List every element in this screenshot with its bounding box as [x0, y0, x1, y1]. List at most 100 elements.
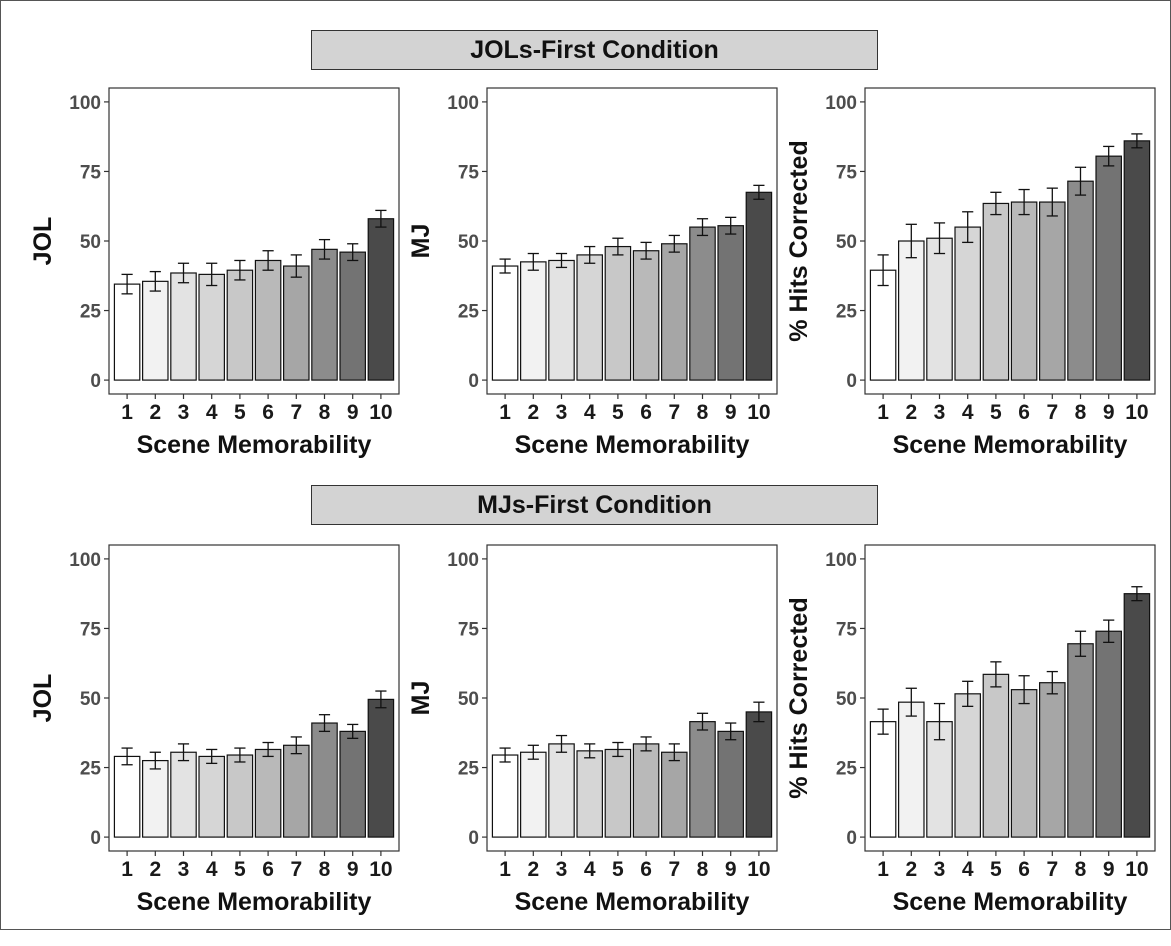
y-tick-label: 0 [846, 371, 857, 392]
x-tick-label: 6 [640, 858, 652, 881]
y-tick-label: 100 [69, 93, 101, 114]
bar [661, 751, 688, 838]
bar [1123, 140, 1151, 381]
x-tick-label: 5 [234, 858, 246, 881]
bar-chart-panel-1: 0 25 50 75 100 1 2 3 4 5 6 7 8 9 10 Scene Memorability J… [29, 87, 400, 459]
bar [954, 226, 981, 381]
x-tick-label: 1 [499, 858, 511, 881]
x-tick-label: 8 [697, 858, 709, 881]
bar [254, 748, 282, 838]
x-axis-title: Scene Memorability [515, 431, 750, 459]
x-tick-label: 3 [556, 858, 568, 881]
x-tick-label: 1 [499, 401, 511, 424]
bar [113, 755, 141, 838]
bar [226, 754, 254, 838]
bar-chart-panel-4: 0 25 50 75 100 1 2 3 4 5 6 7 8 9 10 Scene Memorability J… [29, 544, 400, 916]
y-axis-title: JOL [29, 674, 57, 723]
x-axis-title: Scene Memorability [893, 431, 1128, 459]
y-tick-label: 75 [80, 619, 102, 640]
bar [254, 259, 282, 381]
x-tick-label: 7 [1046, 401, 1058, 424]
bar [170, 272, 197, 381]
bar [661, 243, 688, 381]
bar [491, 265, 519, 381]
x-tick-label: 5 [612, 858, 624, 881]
x-tick-label: 3 [178, 858, 190, 881]
bar [198, 755, 225, 838]
x-tick-label: 5 [990, 401, 1002, 424]
y-tick-label: 75 [458, 162, 480, 183]
bar [1067, 180, 1094, 381]
bar-chart-panel-2: 0 25 50 75 100 1 2 3 4 5 6 7 8 9 10 Scene Memorability M… [407, 87, 778, 459]
bar [604, 748, 632, 838]
y-tick-label: 0 [90, 371, 101, 392]
bar [142, 280, 169, 381]
bar [491, 754, 519, 838]
x-tick-label: 5 [234, 401, 246, 424]
y-tick-label: 100 [447, 550, 479, 571]
x-tick-label: 9 [1103, 401, 1115, 424]
bar [926, 237, 953, 381]
y-tick-label: 75 [836, 162, 858, 183]
x-tick-label: 4 [206, 401, 218, 424]
x-tick-label: 10 [369, 858, 392, 881]
y-tick-label: 0 [468, 828, 479, 849]
x-tick-label: 7 [668, 401, 680, 424]
x-tick-label: 2 [149, 401, 161, 424]
y-axis-title: JOL [29, 217, 57, 266]
x-tick-label: 5 [612, 401, 624, 424]
x-tick-label: 7 [1046, 858, 1058, 881]
bar [113, 283, 141, 381]
y-tick-label: 0 [846, 828, 857, 849]
bar [1067, 643, 1094, 838]
bar [520, 261, 547, 381]
bar [982, 673, 1010, 838]
x-tick-label: 4 [206, 858, 218, 881]
bar [717, 225, 744, 381]
x-tick-label: 3 [178, 401, 190, 424]
x-tick-label: 1 [877, 858, 889, 881]
bar [548, 743, 575, 838]
y-tick-label: 50 [836, 232, 857, 253]
bar [1095, 630, 1122, 838]
bar [339, 730, 366, 838]
x-tick-label: 6 [640, 401, 652, 424]
x-tick-label: 2 [905, 401, 917, 424]
bar [576, 750, 603, 838]
bar [745, 191, 773, 381]
y-tick-label: 50 [458, 232, 479, 253]
x-tick-label: 2 [149, 858, 161, 881]
y-tick-label: 25 [80, 302, 102, 323]
y-tick-label: 100 [825, 550, 857, 571]
bar [283, 265, 310, 381]
x-tick-label: 6 [1018, 858, 1030, 881]
condition-banner-mjs-first: MJs-First Condition [311, 485, 878, 525]
bar [226, 269, 254, 381]
x-tick-label: 8 [319, 858, 331, 881]
y-tick-label: 100 [825, 93, 857, 114]
x-tick-label: 7 [668, 858, 680, 881]
bar [926, 721, 953, 838]
x-tick-label: 3 [934, 858, 946, 881]
x-tick-label: 6 [1018, 401, 1030, 424]
bar [198, 273, 225, 381]
y-tick-label: 50 [458, 689, 479, 710]
y-tick-label: 75 [80, 162, 102, 183]
x-tick-label: 9 [725, 401, 737, 424]
bar-chart-panel-6: 0 25 50 75 100 1 2 3 4 5 6 7 8 9 10 Scene Memorability%… [785, 544, 1156, 916]
y-axis-title: MJ [407, 681, 435, 716]
x-tick-label: 8 [319, 401, 331, 424]
y-tick-label: 25 [458, 759, 480, 780]
y-axis-title: % Hits Corrected [785, 597, 813, 798]
x-tick-label: 1 [121, 401, 133, 424]
bar [604, 245, 632, 381]
bar-chart-panel-5: 0 25 50 75 100 1 2 3 4 5 6 7 8 9 10 Scene Memorability M… [407, 544, 778, 916]
y-tick-label: 0 [90, 828, 101, 849]
bar [1039, 682, 1066, 838]
x-tick-label: 2 [905, 858, 917, 881]
y-tick-label: 25 [80, 759, 102, 780]
x-tick-label: 3 [556, 401, 568, 424]
x-axis-title: Scene Memorability [137, 431, 372, 459]
x-tick-label: 10 [747, 401, 770, 424]
